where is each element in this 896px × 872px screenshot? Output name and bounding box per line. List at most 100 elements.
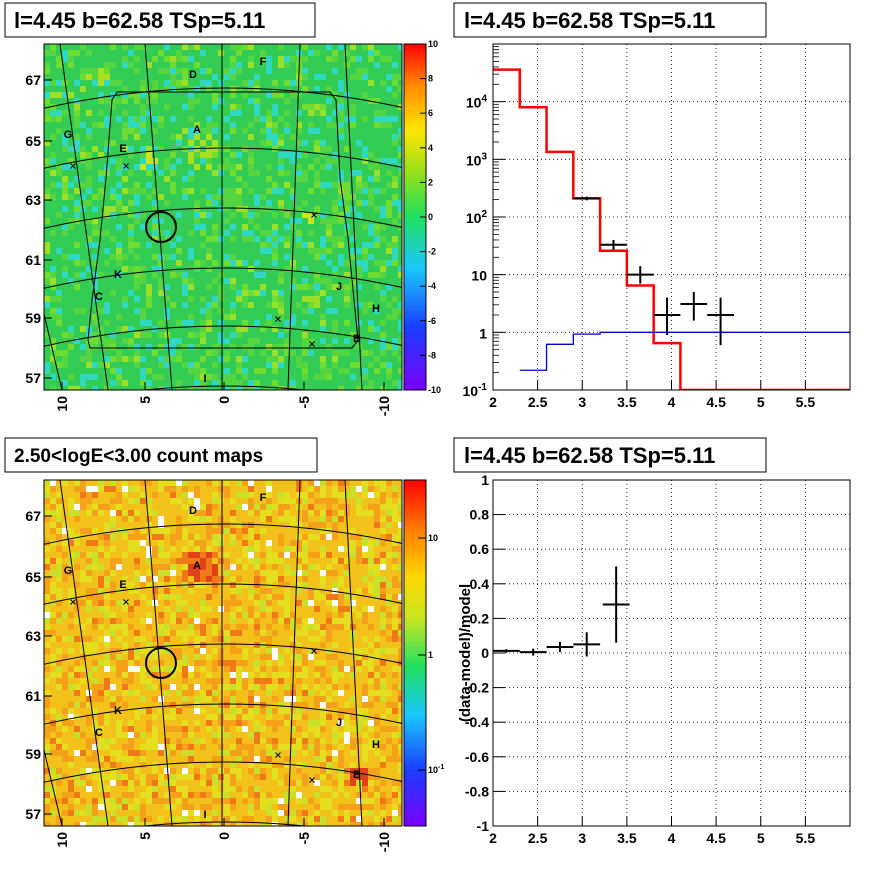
map-pixel — [164, 56, 170, 62]
map-pixel — [278, 600, 284, 606]
map-pixel — [242, 714, 248, 720]
map-pixel — [344, 302, 350, 308]
map-pixel — [278, 206, 284, 212]
map-pixel — [398, 200, 402, 206]
map-pixel — [170, 582, 176, 588]
map-pixel — [296, 242, 302, 248]
map-pixel — [104, 786, 110, 792]
map-pixel — [152, 648, 158, 654]
map-pixel — [368, 702, 374, 708]
source-label: C — [95, 291, 103, 303]
map-pixel — [158, 218, 164, 224]
map-pixel — [224, 666, 230, 672]
map-pixel — [80, 260, 86, 266]
map-pixel — [170, 116, 176, 122]
map-pixel — [344, 804, 350, 810]
map-pixel — [356, 56, 362, 62]
map-pixel — [242, 648, 248, 654]
map-pixel — [248, 122, 254, 128]
map-pixel — [392, 624, 398, 630]
map-pixel — [74, 636, 80, 642]
map-pixel — [392, 726, 398, 732]
map-pixel — [380, 822, 386, 826]
map-pixel — [236, 714, 242, 720]
map-pixel — [260, 552, 266, 558]
map-pixel — [212, 564, 218, 570]
map-pixel — [290, 80, 296, 86]
source-label: J — [336, 717, 342, 729]
map-pixel — [278, 810, 284, 816]
map-pixel — [314, 726, 320, 732]
residual-map-coordinate-grid — [44, 44, 402, 390]
map-pixel — [380, 498, 386, 504]
map-pixel — [152, 200, 158, 206]
map-pixel — [116, 200, 122, 206]
map-pixel — [284, 804, 290, 810]
map-pixel — [314, 278, 320, 284]
map-pixel — [104, 80, 110, 86]
map-pixel — [296, 588, 302, 594]
map-pixel — [68, 504, 74, 510]
map-pixel — [188, 128, 194, 134]
map-pixel — [356, 266, 362, 272]
source-cross — [311, 212, 317, 218]
map-pixel — [212, 786, 218, 792]
map-pixel — [356, 588, 362, 594]
map-pixel — [212, 278, 218, 284]
map-pixel — [98, 582, 104, 588]
map-pixel — [158, 170, 164, 176]
map-pixel — [128, 146, 134, 152]
map-pixel — [284, 170, 290, 176]
map-pixel — [194, 504, 200, 510]
map-pixel — [302, 744, 308, 750]
map-pixel — [302, 822, 308, 826]
map-pixel — [170, 768, 176, 774]
map-pixel — [308, 242, 314, 248]
map-pixel — [392, 140, 398, 146]
map-pixel — [350, 74, 356, 80]
map-pixel — [212, 534, 218, 540]
map-pixel — [188, 552, 194, 558]
map-pixel — [266, 56, 272, 62]
map-pixel — [188, 666, 194, 672]
map-pixel — [314, 684, 320, 690]
map-pixel — [218, 678, 224, 684]
map-pixel — [158, 68, 164, 74]
map-pixel — [50, 636, 56, 642]
map-pixel — [380, 606, 386, 612]
map-pixel — [290, 266, 296, 272]
map-pixel — [200, 546, 206, 552]
map-pixel — [206, 714, 212, 720]
map-pixel — [320, 368, 326, 374]
map-pixel — [218, 744, 224, 750]
map-pixel — [314, 212, 320, 218]
map-pixel — [320, 356, 326, 362]
map-pixel — [104, 74, 110, 80]
map-pixel — [164, 738, 170, 744]
map-pixel — [128, 672, 134, 678]
map-pixel — [140, 122, 146, 128]
map-pixel — [56, 516, 62, 522]
map-pixel — [278, 618, 284, 624]
map-pixel — [266, 248, 272, 254]
map-pixel — [296, 176, 302, 182]
map-pixel — [122, 146, 128, 152]
map-pixel — [122, 302, 128, 308]
map-pixel — [68, 756, 74, 762]
map-pixel — [188, 368, 194, 374]
y-tick-label: 1 — [479, 325, 487, 341]
map-pixel — [266, 386, 272, 390]
x-tick-label: 3 — [578, 394, 586, 410]
map-pixel — [62, 684, 68, 690]
map-pixel — [104, 774, 110, 780]
map-pixel — [146, 380, 152, 386]
source-label: E — [119, 579, 126, 591]
map-pixel — [86, 810, 92, 816]
source-label: I — [203, 373, 206, 385]
lon-tick-label: -5 — [296, 396, 312, 409]
map-pixel — [272, 576, 278, 582]
map-pixel — [356, 654, 362, 660]
map-pixel — [164, 158, 170, 164]
map-pixel — [398, 768, 402, 774]
map-pixel — [230, 540, 236, 546]
